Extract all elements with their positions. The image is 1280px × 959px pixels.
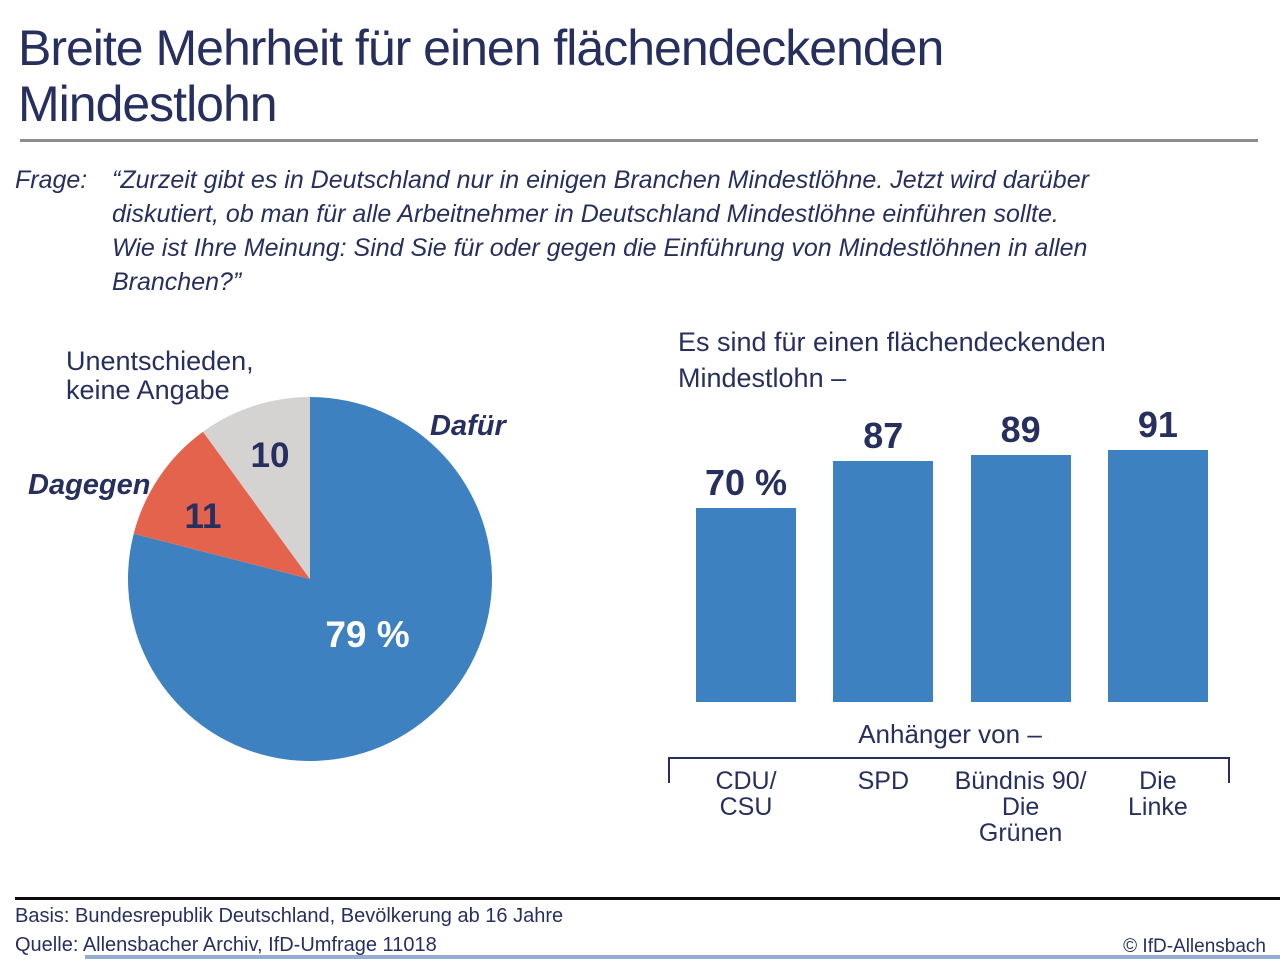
bar-value-label-2: 89 (1000, 409, 1041, 450)
bar-3 (1107, 450, 1208, 702)
pie-chart (128, 397, 493, 761)
pie-slice-0 (128, 397, 493, 761)
category-bracket (668, 757, 1230, 783)
pie-slice-label-dagegen: Dagegen (28, 469, 151, 501)
bar-1 (833, 461, 934, 702)
bar-chart-title: Es sind für einen flächendeckenden Minde… (678, 327, 1106, 393)
source-note: Quelle: Allensbacher Archiv, IfD-Umfrage… (15, 934, 437, 956)
pie-slice-1 (133, 431, 310, 579)
basis-note: Basis: Bundesrepublik Deutschland, Bevöl… (15, 905, 564, 927)
bar-value-label-0: 70 % (704, 462, 788, 503)
bar-axis-label: Anhänger von – (858, 719, 1042, 749)
title-divider-line (20, 139, 1258, 142)
page-title: Breite Mehrheit für einen flächendeckend… (18, 20, 944, 132)
bottom-rule-line (85, 955, 1280, 959)
question-text: “Zurzeit gibt es in Deutschland nur in e… (112, 166, 1089, 296)
bar-value-label-3: 91 (1137, 404, 1178, 445)
copyright-note: © IfD-Allensbach (1123, 936, 1266, 957)
pie-slice-label-unentschieden: Unentschieden, keine Angabe (66, 346, 254, 405)
pie-value-unentschieden: 10 (250, 436, 290, 475)
pie-value-dagegen: 11 (184, 497, 222, 536)
pie-slice-2 (203, 397, 310, 579)
question-label: Frage: (15, 166, 88, 194)
bar-0 (696, 508, 796, 702)
bar-value-label-1: 87 (863, 415, 904, 456)
bar-2 (970, 455, 1071, 702)
footer-divider-line (15, 897, 1280, 900)
pie-slice-label-dafuer: Dafür (430, 410, 506, 442)
pie-value-dafuer: 79 % (325, 614, 410, 655)
